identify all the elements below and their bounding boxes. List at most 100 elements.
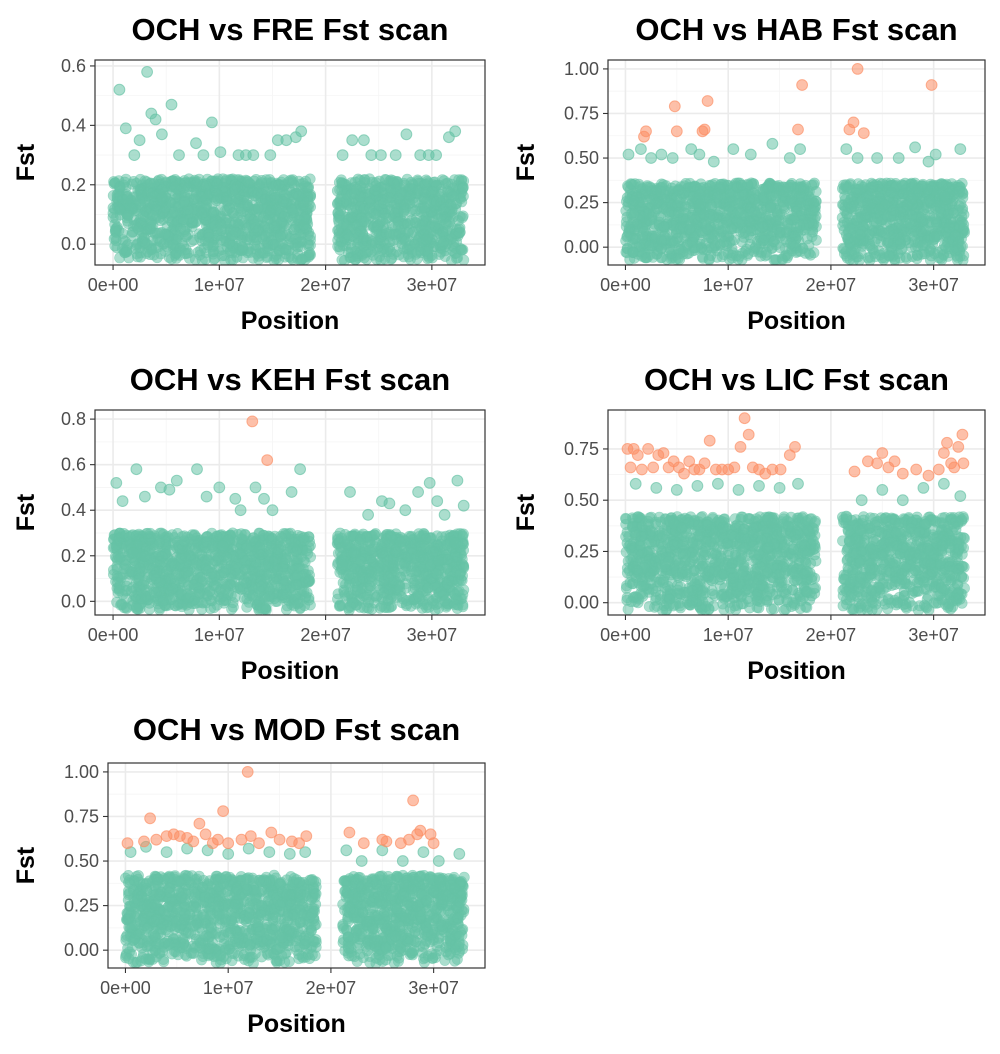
data-point [404, 240, 416, 252]
data-point [302, 195, 314, 207]
data-point [159, 228, 171, 240]
data-point [757, 183, 769, 195]
data-point [426, 252, 438, 264]
data-point [364, 193, 376, 205]
data-point [378, 208, 390, 220]
y-axis-title: Fst [12, 143, 40, 181]
data-point [620, 216, 632, 228]
data-point [758, 234, 770, 246]
data-point [876, 226, 888, 238]
data-point [288, 224, 300, 236]
data-point [883, 250, 895, 262]
panel-och-vs-hab: OCH vs HAB Fst scan 0e+00 1e+07 2e+07 3e+07 0… [500, 0, 1000, 345]
data-point [942, 236, 954, 248]
data-point [768, 254, 780, 265]
data-point [132, 185, 144, 197]
data-point [853, 212, 865, 224]
data-point [873, 204, 885, 216]
panel-och-vs-keh: OCH vs KEH Fst scan 0e+00 1e+07 2e+07 3e+07 0… [0, 350, 500, 695]
data-point [653, 210, 665, 222]
data-point [351, 247, 363, 259]
data-point [768, 236, 780, 248]
data-point [247, 252, 259, 264]
data-point [366, 239, 378, 251]
outlier-point [851, 63, 864, 75]
data-point [655, 252, 667, 264]
outlier-point [792, 123, 804, 136]
data-point [121, 193, 133, 205]
data-point [893, 233, 905, 245]
data-point [177, 214, 189, 226]
data-point [247, 149, 260, 162]
data-point [108, 176, 120, 188]
data-point [936, 254, 948, 265]
data-point [275, 230, 287, 242]
data-point [695, 198, 707, 210]
data-point [915, 212, 927, 224]
y-axis: 0.00.20.40.6 [61, 56, 95, 254]
data-point [757, 221, 769, 233]
data-point [332, 214, 344, 226]
y-tick-label: 0.0 [61, 234, 86, 254]
data-point [179, 224, 191, 236]
y-tick-label: 0.4 [61, 115, 86, 135]
data-point [434, 191, 446, 203]
outlier-point [925, 79, 938, 91]
data-point [867, 179, 879, 191]
data-point [742, 248, 754, 260]
data-point [885, 186, 897, 198]
data-point [444, 216, 456, 228]
data-point [909, 141, 922, 154]
x-tick-label: 2e+07 [806, 275, 857, 295]
data-point [627, 233, 639, 245]
data-point [264, 149, 277, 162]
data-point [707, 210, 719, 222]
data-point [952, 254, 963, 265]
data-point [400, 128, 413, 141]
data-point [655, 234, 667, 246]
data-point [457, 190, 469, 202]
data-point [715, 178, 727, 190]
data-point [283, 184, 295, 196]
data-point [797, 183, 809, 195]
data-point [662, 206, 674, 218]
data-point [655, 148, 668, 161]
data-point [457, 210, 469, 222]
data-point [418, 224, 430, 236]
data-point [347, 207, 359, 219]
data-point [192, 176, 204, 188]
x-axis: 0e+00 1e+07 2e+07 3e+07 [600, 265, 959, 295]
data-point [708, 229, 720, 241]
background-point-band [620, 177, 970, 265]
y-tick-label: 0.00 [564, 237, 599, 257]
background-point-band [107, 527, 470, 615]
data-point [892, 152, 905, 164]
data-point [784, 197, 796, 209]
data-point [807, 205, 819, 217]
outlier-point [640, 125, 652, 138]
data-point [293, 190, 305, 202]
data-point [128, 149, 141, 162]
data-point [773, 180, 785, 192]
data-point [894, 252, 906, 264]
data-point [854, 228, 866, 240]
data-point [139, 236, 151, 248]
data-point [904, 218, 916, 230]
data-point [148, 178, 160, 190]
data-point [119, 122, 132, 135]
data-point [389, 149, 402, 162]
data-point [196, 207, 208, 219]
data-point [438, 236, 450, 248]
data-point [906, 193, 918, 205]
data-point [336, 149, 349, 162]
data-point [419, 202, 431, 214]
data-point [645, 152, 658, 164]
data-point [765, 202, 777, 214]
data-point [685, 143, 698, 156]
data-point [179, 195, 191, 207]
data-point [951, 243, 963, 255]
data-point [673, 207, 685, 219]
data-point [165, 98, 178, 111]
data-point [336, 254, 348, 265]
data-point [179, 248, 191, 260]
